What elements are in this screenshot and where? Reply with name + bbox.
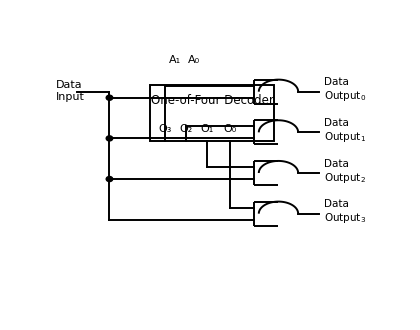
Text: O₀: O₀ (223, 124, 236, 134)
Text: Data
Output$_0$: Data Output$_0$ (324, 78, 367, 103)
Text: One-of-Four Decoder: One-of-Four Decoder (150, 94, 273, 108)
Text: O₁: O₁ (200, 124, 214, 134)
Text: A₀: A₀ (188, 55, 200, 65)
Text: O₃: O₃ (158, 124, 171, 134)
Text: O₂: O₂ (179, 124, 193, 134)
Text: Data
Output$_3$: Data Output$_3$ (324, 199, 367, 225)
Text: Data
Output$_1$: Data Output$_1$ (324, 118, 366, 144)
Text: Data
Input: Data Input (56, 80, 85, 102)
Circle shape (106, 95, 113, 100)
Bar (150, 85, 274, 141)
Circle shape (106, 136, 113, 141)
Circle shape (106, 177, 113, 182)
Text: Data
Output$_2$: Data Output$_2$ (324, 159, 366, 185)
Text: A₁: A₁ (168, 55, 181, 65)
